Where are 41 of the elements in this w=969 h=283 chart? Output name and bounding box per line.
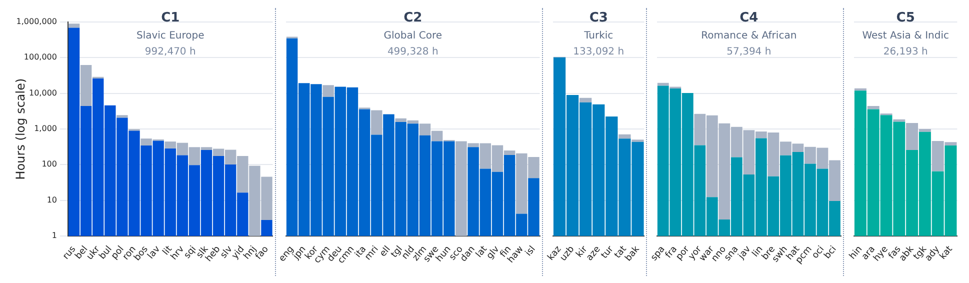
x-tick-label: lav [146,244,163,262]
annotation: 133,092 h [573,46,624,58]
x-tick-label: bci [822,244,839,261]
x-tick-label: sqi [182,244,199,261]
bar [867,106,880,110]
bar [116,115,128,118]
bar [657,82,669,86]
text: Slavic Europe [136,30,204,42]
y-tick-label: 100 [42,160,57,169]
chart-title: C2 [404,10,422,26]
x-tick-label: uzb [558,244,577,264]
annotation: 57,394 h [726,46,772,58]
annotation: 26,193 h [883,46,928,58]
y-tick-label: 1 [52,231,57,240]
x-tick-label: isl [524,244,538,258]
x-tick-label: kat [938,244,956,262]
chart-title: C3 [589,10,608,26]
x-tick-label: tur [600,244,616,261]
bar [261,220,272,236]
text: Turkic [583,30,614,42]
annotation: 992,470 h [144,46,196,58]
chart-title: C5 [896,10,915,26]
y-tick-label: 10,000 [29,88,57,98]
text: Romance & African [701,30,797,42]
annotation: 499,328 h [387,46,438,58]
x-tick-label: bak [624,244,642,264]
y-tick-label: 1,000,000 [16,17,57,26]
chart-title: C4 [740,10,758,26]
text: West Asia & Indic [862,30,949,42]
bar [618,134,631,139]
x-tick-label: fao [254,244,272,262]
bar [580,98,592,102]
y-tick-label: 10 [46,195,57,204]
bar [371,110,382,135]
bar [68,24,80,28]
bar [322,85,334,97]
y-tick-label: 1,000 [34,124,57,134]
y-tick-label: 100,000 [24,52,57,62]
text: Global Core [384,30,442,42]
chart-title: C1 [161,10,180,26]
y-axis-title: Hours (log scale) [13,78,28,180]
